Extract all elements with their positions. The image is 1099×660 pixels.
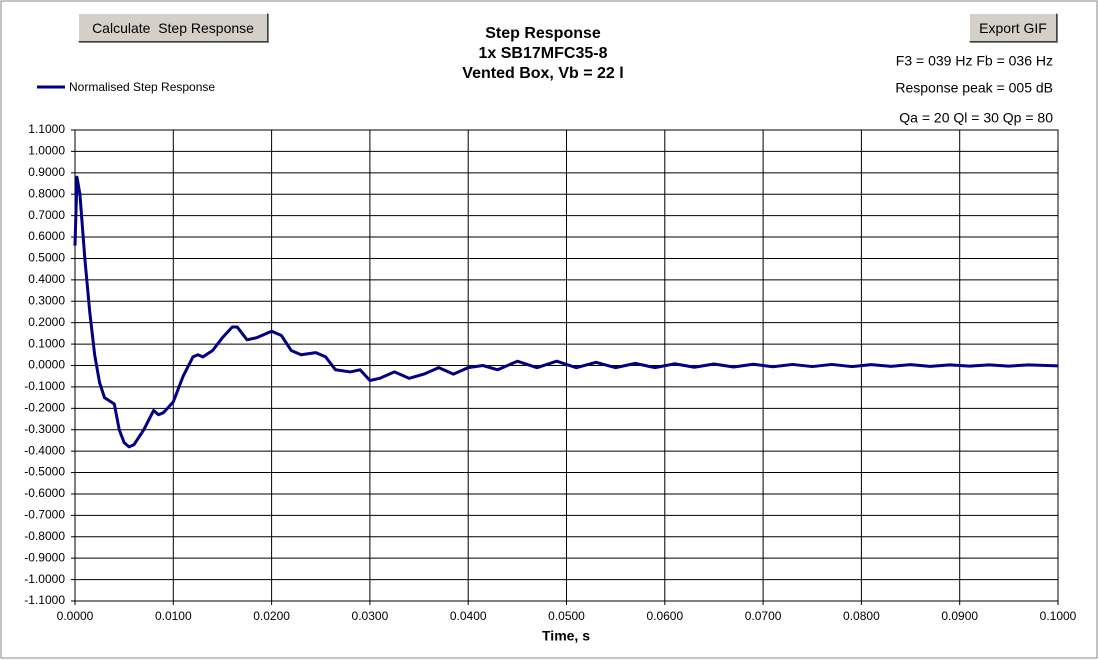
y-tick-label: -0.7000: [24, 508, 65, 522]
y-tick-label: -0.2000: [24, 400, 65, 414]
x-tick-label: 0.0400: [450, 609, 487, 623]
y-tick-label: -0.9000: [24, 550, 65, 564]
x-tick-label: 0.0700: [745, 609, 782, 623]
y-tick-label: 0.1000: [28, 336, 65, 350]
y-tick-label: 0.6000: [28, 229, 65, 243]
y-tick-label: 0.7000: [28, 208, 65, 222]
y-tick-label: -1.0000: [24, 572, 65, 586]
export-button[interactable]: Export GIF: [969, 13, 1057, 42]
chart-title: Step Response: [485, 25, 601, 42]
x-axis-label: Time, s: [542, 628, 590, 644]
x-tick-label: 0.0300: [352, 609, 389, 623]
y-tick-label: -1.1000: [24, 593, 65, 607]
y-tick-label: -0.4000: [24, 443, 65, 457]
y-tick-label: -0.1000: [24, 379, 65, 393]
y-tick-label: 1.0000: [28, 144, 65, 158]
x-tick-label: 0.0000: [57, 609, 94, 623]
y-tick-label: 0.2000: [28, 315, 65, 329]
y-tick-label: -0.8000: [24, 529, 65, 543]
y-tick-label: 1.1000: [28, 122, 65, 136]
y-tick-label: 0.4000: [28, 272, 65, 286]
x-tick-label: 0.1000: [1040, 609, 1077, 623]
calculate-button[interactable]: Calculate Step Response: [78, 13, 268, 42]
x-tick-label: 0.0100: [155, 609, 192, 623]
y-tick-label: 0.8000: [28, 186, 65, 200]
x-tick-label: 0.0500: [548, 609, 585, 623]
y-tick-label: -0.3000: [24, 422, 65, 436]
annotation: Response peak = 005 dB: [895, 80, 1053, 96]
legend-label: Normalised Step Response: [69, 80, 215, 94]
y-tick-label: 0.9000: [28, 165, 65, 179]
y-tick-label: 0.0000: [28, 358, 65, 372]
annotation: Qa = 20 Ql = 30 Qp = 80: [899, 110, 1053, 126]
x-tick-label: 0.0900: [941, 609, 978, 623]
chart-subtitle: Vented Box, Vb = 22 l: [462, 65, 623, 82]
x-tick-label: 0.0200: [253, 609, 290, 623]
y-tick-label: -0.6000: [24, 486, 65, 500]
x-tick-label: 0.0800: [843, 609, 880, 623]
x-tick-label: 0.0600: [646, 609, 683, 623]
y-tick-label: -0.5000: [24, 465, 65, 479]
data-line: [73, 175, 1059, 449]
y-tick-label: 0.3000: [28, 293, 65, 307]
annotation: F3 = 039 Hz Fb = 036 Hz: [896, 53, 1053, 69]
chart-subtitle: 1x SB17MFC35-8: [479, 45, 608, 62]
y-tick-label: 0.5000: [28, 251, 65, 265]
